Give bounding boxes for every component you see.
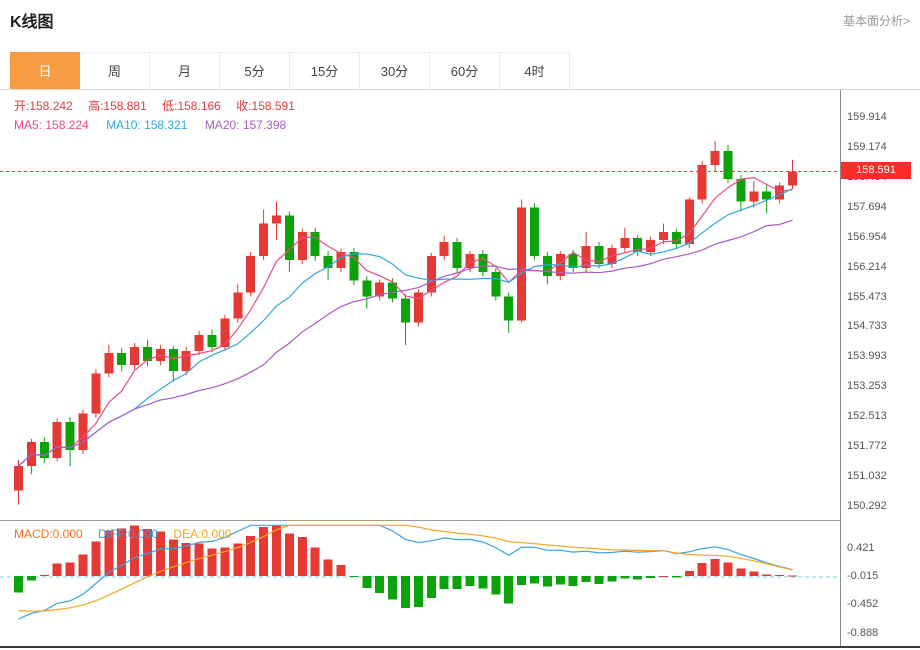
price-axis-label: 159.174 bbox=[847, 140, 887, 153]
timeframe-tabs: 日周月 5分 15分 30分 60分 4时 bbox=[0, 52, 920, 90]
ma20-value: MA20: 157.398 bbox=[204, 118, 287, 132]
candlestick-chart[interactable] bbox=[0, 90, 840, 520]
ma5-value: MA5: 158.224 bbox=[14, 118, 89, 132]
ohlc-info-line: 开:158.242 高:158.881 低:158.166 收:158.591 bbox=[14, 97, 307, 114]
price-axis-label: 150.292 bbox=[847, 500, 887, 512]
macd-axis-label: -0.452 bbox=[847, 598, 879, 611]
macd-info-line: MACD:0.000 DIFF:0.000 DEA:0.000 bbox=[14, 527, 243, 541]
price-axis-label: 153.253 bbox=[847, 380, 887, 393]
low-value: 低:158.166 bbox=[162, 99, 221, 113]
price-axis-label: 152.513 bbox=[847, 410, 887, 423]
open-value: 开:158.242 bbox=[14, 99, 73, 113]
chart-bottom-border bbox=[0, 646, 920, 648]
tab-30分[interactable]: 30分 bbox=[360, 52, 430, 89]
diff-value: DIFF:0.000 bbox=[98, 527, 159, 541]
macd-axis-label: -0.888 bbox=[847, 626, 879, 639]
price-axis-label: 151.772 bbox=[847, 440, 887, 453]
fundamental-analysis-link[interactable]: 基本面分析> bbox=[842, 14, 910, 28]
pane-separator-line bbox=[0, 520, 840, 521]
close-value: 收:158.591 bbox=[236, 99, 295, 113]
price-axis-label: 155.473 bbox=[847, 290, 887, 303]
price-axis-label: 159.914 bbox=[847, 111, 887, 123]
price-axis-label: 151.032 bbox=[847, 470, 887, 483]
price-axis-label: 154.733 bbox=[847, 320, 887, 333]
price-axis-label: 157.694 bbox=[847, 200, 887, 213]
price-axis-label: 153.993 bbox=[847, 350, 887, 363]
tab-4时[interactable]: 4时 bbox=[500, 52, 570, 89]
tab-周[interactable]: 周 bbox=[80, 52, 150, 89]
page-title: K线图 bbox=[10, 14, 54, 31]
tab-日[interactable]: 日 bbox=[10, 52, 80, 89]
tab-月[interactable]: 月 bbox=[150, 52, 220, 89]
axis-separator-line bbox=[840, 90, 841, 648]
macd-axis-label: 0.421 bbox=[847, 541, 875, 554]
macd-axis-label: -0.015 bbox=[847, 569, 879, 582]
dea-value: DEA:0.000 bbox=[173, 527, 232, 541]
tab-15分[interactable]: 15分 bbox=[290, 52, 360, 89]
current-price-badge: 158.591 bbox=[841, 162, 911, 180]
price-axis-label: 156.954 bbox=[847, 230, 887, 243]
ma10-value: MA10: 158.321 bbox=[106, 118, 188, 132]
tab-5分[interactable]: 5分 bbox=[220, 52, 290, 89]
macd-value: MACD:0.000 bbox=[14, 527, 83, 541]
price-axis-label: 156.214 bbox=[847, 260, 887, 273]
high-value: 高:158.881 bbox=[88, 99, 147, 113]
macd-chart[interactable] bbox=[0, 520, 840, 648]
tab-60分[interactable]: 60分 bbox=[430, 52, 500, 89]
ma-info-line: MA5: 158.224 MA10: 158.321 MA20: 157.398 bbox=[14, 118, 300, 132]
